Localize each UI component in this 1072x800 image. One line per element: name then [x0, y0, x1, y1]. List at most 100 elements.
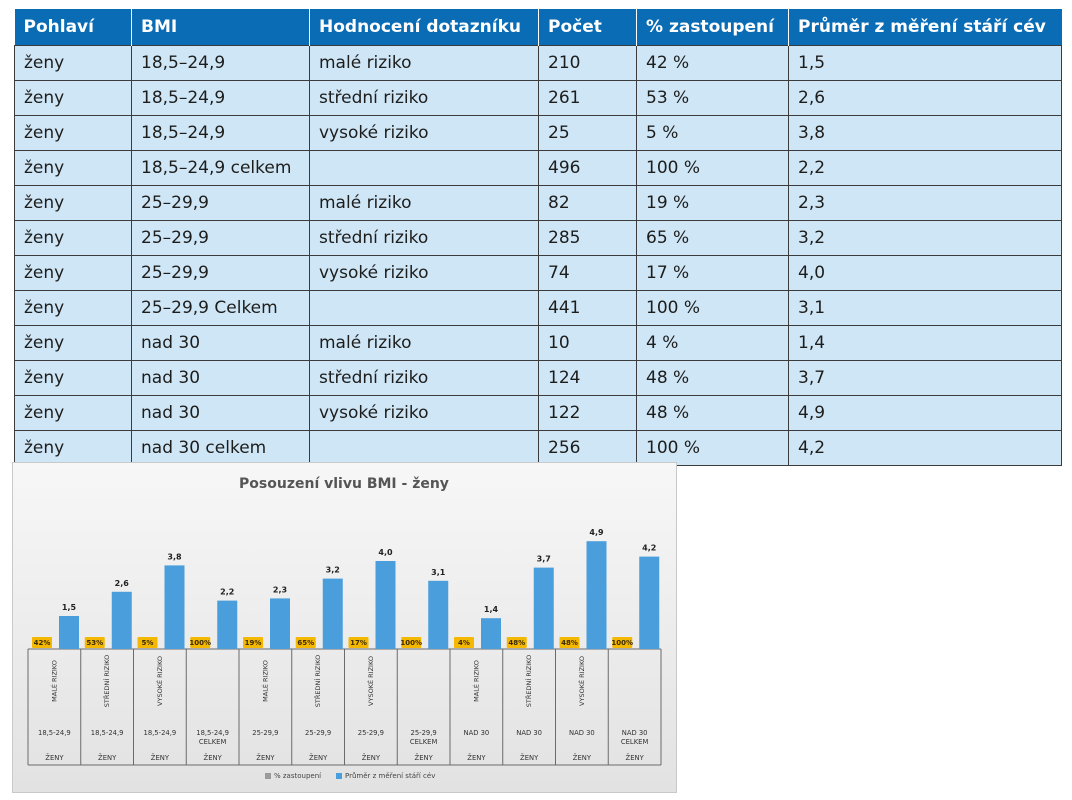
category-bmi-line: CELKEM — [410, 738, 438, 746]
cell-zastoupeni: 4 % — [636, 325, 789, 361]
category-sex-label: ŽENY — [45, 753, 64, 762]
table-row: ženy 18,5–24,9 střední riziko 261 53 % 2,6 — [14, 80, 1062, 116]
category-sex-label: ŽENY — [520, 753, 539, 762]
age-bar — [164, 565, 185, 649]
cell-prumer: 1,4 — [788, 325, 1062, 361]
cell-prumer: 3,7 — [788, 360, 1062, 396]
cell-pocet: 82 — [538, 185, 637, 221]
age-bar — [59, 616, 79, 649]
category-bmi-label: 25-29,9 — [305, 729, 331, 737]
cell-prumer: 4,9 — [788, 395, 1062, 431]
category-risk-label: VYSOKÉ RIZIKO — [366, 656, 375, 706]
cell-bmi: nad 30 — [131, 360, 310, 396]
cell-zastoupeni: 53 % — [636, 80, 789, 116]
cell-pocet: 285 — [538, 220, 637, 256]
category-sex-label: ŽENY — [98, 753, 117, 762]
cell-pocet: 74 — [538, 255, 637, 291]
category-bmi-label: NAD 30 — [569, 729, 595, 737]
category-risk-label: MALÉ RIZIKO — [49, 660, 58, 702]
category-risk-label: MALÉ RIZIKO — [471, 660, 480, 702]
table-row: ženy 25–29,9 Celkem 441 100 % 3,1 — [14, 290, 1062, 326]
cell-pocet: 124 — [538, 360, 637, 396]
category-bmi-line: 25-29,9 — [411, 729, 437, 737]
percent-label: 100% — [400, 639, 422, 647]
cell-zastoupeni: 100 % — [636, 150, 789, 186]
category-bmi-label: 18,5-24,9 CELKEM — [196, 729, 229, 746]
category-risk-label: STŘEDNÍ RIZIKO — [524, 655, 533, 707]
category-bmi-label: 25-29,9 — [252, 729, 278, 737]
cell-hodnoceni: střední riziko — [309, 220, 539, 256]
cell-pohlavi: ženy — [14, 395, 132, 431]
cell-hodnoceni: malé riziko — [309, 45, 539, 81]
category-bmi-label: NAD 30 — [463, 729, 489, 737]
header-zastoupeni: % zastoupení — [636, 9, 789, 46]
category-bmi-label: 25-29,9 CELKEM — [410, 729, 438, 746]
percent-label: 17% — [350, 639, 367, 647]
data-table: Pohlaví BMI Hodnocení dotazníku Počet % … — [14, 9, 1062, 466]
legend-label-age: Průměr z měření stáří cév — [345, 772, 435, 780]
cell-hodnoceni — [309, 150, 539, 186]
cell-zastoupeni: 100 % — [636, 430, 789, 466]
cell-pohlavi: ženy — [14, 220, 132, 256]
category-risk-label: VYSOKÉ RIZIKO — [577, 656, 586, 706]
cell-pocet: 441 — [538, 290, 637, 326]
cell-hodnoceni — [309, 290, 539, 326]
cell-zastoupeni: 100 % — [636, 290, 789, 326]
category-risk-label: VYSOKÉ RIZIKO — [155, 656, 164, 706]
age-bar — [481, 618, 501, 649]
cell-prumer: 3,1 — [788, 290, 1062, 326]
cell-pohlavi: ženy — [14, 290, 132, 326]
cell-prumer: 1,5 — [788, 45, 1062, 81]
cell-hodnoceni: vysoké riziko — [309, 255, 539, 291]
percent-bar — [506, 637, 527, 648]
cell-pocet: 25 — [538, 115, 637, 151]
category-bmi-line: 18,5-24,9 — [196, 729, 229, 737]
cell-hodnoceni: vysoké riziko — [309, 115, 539, 151]
cell-pocet: 210 — [538, 45, 637, 81]
cell-prumer: 3,2 — [788, 220, 1062, 256]
cell-zastoupeni: 42 % — [636, 45, 789, 81]
cell-pocet: 122 — [538, 395, 637, 431]
cell-zastoupeni: 19 % — [636, 185, 789, 221]
cell-bmi: 18,5–24,9 — [131, 115, 310, 151]
percent-bar — [612, 637, 633, 648]
percent-bar — [295, 637, 316, 648]
age-value-label: 4,9 — [589, 528, 604, 537]
category-bmi-label: 18,5-24,9 — [91, 729, 124, 737]
age-value-label: 2,6 — [115, 579, 130, 588]
percent-label: 48% — [508, 639, 525, 647]
category-bmi-label: NAD 30 — [516, 729, 542, 737]
cell-hodnoceni: střední riziko — [309, 360, 539, 396]
percent-bar — [190, 637, 211, 648]
cell-pohlavi: ženy — [14, 45, 132, 81]
cell-bmi: 18,5–24,9 — [131, 80, 310, 116]
bar-chart: Posouzení vlivu BMI - ženy 42% 1,5 MALÉ RI… — [27, 476, 662, 780]
percent-bar — [84, 637, 105, 648]
category-bmi-line: CELKEM — [199, 738, 227, 746]
category-bmi-label: 18,5-24,9 — [38, 729, 71, 737]
cell-pohlavi: ženy — [14, 325, 132, 361]
cell-zastoupeni: 5 % — [636, 115, 789, 151]
category-sex-label: ŽENY — [309, 753, 328, 762]
cell-pohlavi: ženy — [14, 255, 132, 291]
percent-bar — [32, 637, 52, 648]
cell-hodnoceni: střední riziko — [309, 80, 539, 116]
category-bmi-line: CELKEM — [621, 738, 649, 746]
category-sex-label: ŽENY — [362, 753, 381, 762]
age-bar — [270, 598, 290, 649]
cell-bmi: 25–29,9 — [131, 185, 310, 221]
age-value-label: 2,2 — [220, 588, 234, 597]
cell-pocet: 256 — [538, 430, 637, 466]
cell-pohlavi: ženy — [14, 185, 132, 221]
age-bar — [217, 600, 238, 649]
cell-bmi: nad 30 — [131, 395, 310, 431]
age-value-label: 3,7 — [537, 555, 551, 564]
table-row: ženy nad 30 střední riziko 124 48 % 3,7 — [14, 360, 1062, 396]
percent-label: 100% — [189, 639, 211, 647]
cell-prumer: 2,3 — [788, 185, 1062, 221]
age-bar — [639, 556, 660, 649]
cell-hodnoceni — [309, 430, 539, 466]
age-value-label: 4,2 — [642, 544, 656, 553]
header-pocet: Počet — [538, 9, 637, 46]
cell-hodnoceni: malé riziko — [309, 325, 539, 361]
